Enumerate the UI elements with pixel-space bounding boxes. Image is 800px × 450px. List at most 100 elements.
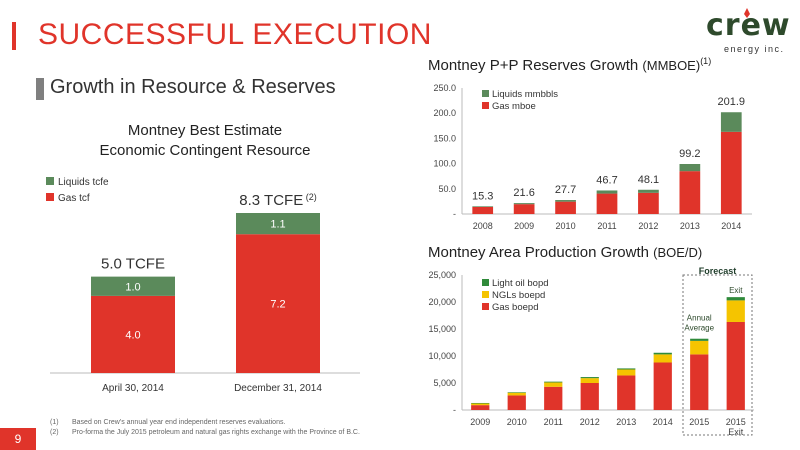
company-logo: crew energy inc. <box>706 8 792 56</box>
production-chart-title: Montney Area Production Growth (BOE/D) <box>428 244 702 261</box>
bar-gas <box>471 405 490 410</box>
production-chart-title-text: Montney Area Production Growth <box>428 244 649 261</box>
bar-liquids <box>472 206 494 207</box>
bar-ngl <box>580 378 599 383</box>
reserves-chart-title-text: Montney P+P Reserves Growth <box>428 57 639 74</box>
x-tick-label: 2013 <box>616 417 636 427</box>
y-tick-label: 15,000 <box>428 324 456 334</box>
y-tick-label: 25,000 <box>428 270 456 280</box>
forecast-box <box>682 274 753 436</box>
total-label: 99.2 <box>679 148 700 160</box>
y-tick-label: - <box>453 209 456 219</box>
total-label: 15.3 <box>472 190 493 202</box>
x-tick-label: 2010 <box>507 417 527 427</box>
bar-gas <box>720 131 742 214</box>
y-tick-label: - <box>453 405 456 415</box>
contingent-chart-title-line: Economic Contingent Resource <box>100 142 311 159</box>
bar-gas <box>513 204 535 214</box>
legend-label: Liquids tcfe <box>58 177 109 188</box>
bar-light-oil <box>471 402 490 404</box>
data-label-gas: 4.0 <box>125 329 140 341</box>
y-tick-label: 5,000 <box>433 378 456 388</box>
data-label-liquids: 1.0 <box>125 281 140 293</box>
bar-light-oil <box>690 338 709 341</box>
y-tick-label: 200.0 <box>433 108 456 118</box>
bar-liquids <box>720 112 742 132</box>
logo-tagline: energy inc. <box>724 44 785 54</box>
bar-gas <box>726 321 745 410</box>
total-label: 21.6 <box>513 187 534 199</box>
y-tick-label: 10,000 <box>428 351 456 361</box>
legend-label: Gas tcf <box>58 193 90 204</box>
x-tick-label: April 30, 2014 <box>102 383 164 394</box>
bar-liquids <box>638 189 659 193</box>
total-label: 5.0 TCFE <box>101 256 165 273</box>
total-label: 27.7 <box>555 184 576 196</box>
bar-gas <box>507 395 526 410</box>
bar-liquids <box>91 276 175 296</box>
bar-light-oil <box>544 381 563 383</box>
total-label: 48.1 <box>638 174 659 186</box>
title-accent-bar <box>12 22 16 50</box>
page-title: SUCCESSFUL EXECUTION <box>38 18 432 51</box>
bar-liquids <box>513 203 535 205</box>
bar-gas <box>638 192 659 214</box>
x-tick-label: 2011 <box>544 417 563 427</box>
bar-ngl <box>690 340 709 355</box>
bar-gas <box>580 383 599 410</box>
data-label-liquids: 1.1 <box>270 219 285 231</box>
bar-ngl <box>471 403 490 406</box>
bar-ngl <box>617 369 636 376</box>
forecast-label: Forecast <box>699 266 737 276</box>
bar-light-oil <box>653 352 672 355</box>
total-label: 46.7 <box>596 174 617 186</box>
legend-label: NGLs boepd <box>492 290 545 301</box>
footnote-2: (2) Pro-forma the July 2015 petroleum and… <box>50 429 360 436</box>
flame-icon <box>744 8 750 18</box>
y-tick-label: 250.0 <box>433 83 456 93</box>
x-tick-label: 2009 <box>470 417 490 427</box>
annual-average-label: Average <box>684 324 714 333</box>
bar-liquids <box>596 190 618 194</box>
x-tick-label: 2012 <box>580 417 600 427</box>
bar-light-oil <box>580 377 599 379</box>
bar-gas <box>472 206 494 214</box>
page-number: 9 <box>0 428 36 450</box>
bar-gas <box>544 386 563 410</box>
contingent-resource-chart: Montney Best Estimate Economic Contingent… <box>46 122 360 394</box>
x-tick-label: 2013 <box>680 221 700 231</box>
annual-average-label: Annual <box>687 314 712 323</box>
reserves-chart-title: Montney P+P Reserves Growth (MMBOE)(1) <box>428 56 711 74</box>
legend-swatch <box>482 303 489 310</box>
subtitle-marker <box>36 78 44 100</box>
x-tick-label: Exit <box>728 427 744 437</box>
reserves-chart-title-unit: (MMBOE) <box>642 58 701 73</box>
x-tick-label: 2010 <box>556 221 576 231</box>
production-chart-title-unit: (BOE/D) <box>653 245 703 260</box>
bar-liquids <box>555 200 576 202</box>
bar-liquids <box>679 164 701 172</box>
y-tick-label: 20,000 <box>428 297 456 307</box>
production-growth-chart: - 5,000 10,000 15,000 20,000 25,000 Light oil … <box>428 266 754 437</box>
x-tick-label: 2011 <box>597 221 616 231</box>
footnotes: (1) Based on Crew's annual year end indep… <box>50 418 360 438</box>
x-tick-label: December 31, 2014 <box>234 383 322 394</box>
legend-swatch <box>46 193 54 201</box>
data-label-gas: 7.2 <box>270 299 285 311</box>
bar-light-oil <box>617 368 636 370</box>
bar-ngl <box>726 300 745 322</box>
legend-swatch <box>46 177 54 185</box>
x-tick-label: 2015 <box>689 417 709 427</box>
total-label: 8.3 TCFE (2) <box>239 192 316 209</box>
x-tick-label: 2015 <box>726 417 746 427</box>
y-tick-label: 150.0 <box>433 133 456 143</box>
legend-label: Gas mboe <box>492 101 536 112</box>
footnote-1: (1) Based on Crew's annual year end indep… <box>50 419 286 426</box>
y-tick-label: 100.0 <box>433 159 456 169</box>
bar-gas <box>617 375 636 410</box>
x-tick-label: 2014 <box>653 417 673 427</box>
reserves-growth-chart: - 50.0 100.0 150.0 200.0 250.0 Liquids mmbblsG… <box>433 83 752 231</box>
bar-gas <box>679 171 701 214</box>
x-tick-label: 2012 <box>638 221 658 231</box>
x-tick-label: 2014 <box>721 221 741 231</box>
